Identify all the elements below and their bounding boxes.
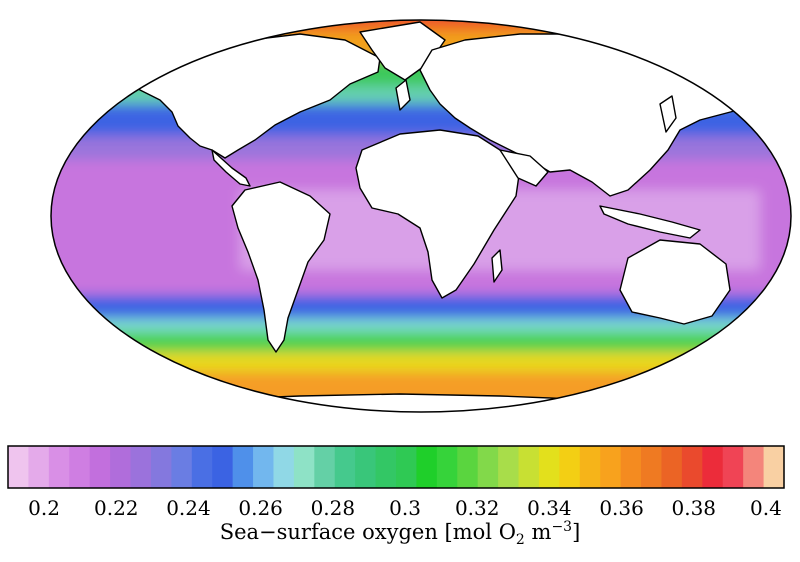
- colorbar-title-sup: −3: [551, 519, 573, 535]
- colorbar-tick-label: 0.26: [238, 496, 283, 520]
- colorbar-swatch: [150, 446, 172, 488]
- colorbar-title-sub: 2: [515, 532, 525, 548]
- colorbar-tick-label: 0.28: [311, 496, 356, 520]
- colorbar-swatch: [722, 446, 744, 488]
- colorbar-swatch: [355, 446, 377, 488]
- colorbar-tick-label: 0.38: [672, 496, 717, 520]
- colorbar-swatch: [334, 446, 356, 488]
- uk: [395, 79, 411, 111]
- colorbar-title-end: ]: [572, 520, 581, 544]
- colorbar-title-main: Sea−surface oxygen [mol O: [219, 520, 516, 544]
- south-america: [231, 181, 331, 353]
- colorbar-swatch: [763, 446, 785, 488]
- colorbar-swatch: [641, 446, 663, 488]
- colorbar-swatch: [436, 446, 458, 488]
- colorbar-swatch: [212, 446, 234, 488]
- colorbar-swatch: [314, 446, 336, 488]
- colorbar-tick-label: 0.32: [455, 496, 500, 520]
- colorbar-swatch: [273, 446, 295, 488]
- colorbar-swatch: [681, 446, 703, 488]
- africa: [355, 129, 521, 299]
- colorbar-tick-label: 0.36: [599, 496, 644, 520]
- colorbar-swatch: [171, 446, 193, 488]
- colorbar-tick-label: 0.24: [166, 496, 211, 520]
- colorbar-swatch: [253, 446, 275, 488]
- colorbar-swatch: [232, 446, 254, 488]
- colorbar-swatch: [518, 446, 540, 488]
- colorbar-swatch: [130, 446, 152, 488]
- colorbar-tick-label: 0.4: [750, 496, 782, 520]
- colorbar-tick-label: 0.2: [28, 496, 60, 520]
- colorbar-swatch: [191, 446, 213, 488]
- colorbar-swatch: [89, 446, 111, 488]
- colorbar-swatch: [620, 446, 642, 488]
- colorbar-swatch: [559, 446, 581, 488]
- colorbar-swatch: [600, 446, 622, 488]
- colorbar-swatch: [498, 446, 520, 488]
- colorbar-swatch: [538, 446, 560, 488]
- colorbar-ticks: 0.2 0.22 0.24 0.26 0.28 0.3 0.32 0.34 0.36 0.38 0.…: [28, 496, 782, 520]
- japan: [659, 95, 677, 133]
- colorbar-frame: [7, 445, 785, 489]
- arabia: [499, 149, 549, 187]
- colorbar-swatch: [457, 446, 479, 488]
- indonesia: [599, 205, 701, 239]
- colorbar-swatch: [661, 446, 683, 488]
- colorbar-tick-label: 0.34: [527, 496, 572, 520]
- world-map: [50, 19, 792, 413]
- colorbar-swatch: [702, 446, 724, 488]
- colorbar-swatch: [28, 446, 50, 488]
- colorbar-swatch: [293, 446, 315, 488]
- australia: [619, 239, 731, 325]
- colorbar-swatch: [579, 446, 601, 488]
- colorbar-title-mid: m: [524, 520, 552, 544]
- colorbar-swatch: [416, 446, 438, 488]
- colorbar-swatch: [110, 446, 132, 488]
- colorbar-swatch: [743, 446, 765, 488]
- colorbar-tick-label: 0.3: [389, 496, 421, 520]
- colorbar-swatch: [477, 446, 499, 488]
- colorbar-swatch: [8, 446, 30, 488]
- colorbar-swatch: [375, 446, 397, 488]
- colorbar-swatches: [8, 446, 785, 488]
- colorbar-swatch: [48, 446, 70, 488]
- colorbar-swatch: [396, 446, 418, 488]
- globe-outline: [50, 19, 792, 413]
- madagascar: [491, 249, 503, 283]
- colorbar-tick-label: 0.22: [94, 496, 139, 520]
- colorbar-title: Sea−surface oxygen [mol O2 m−3]: [0, 519, 800, 548]
- central-america: [211, 149, 251, 187]
- colorbar-swatch: [69, 446, 91, 488]
